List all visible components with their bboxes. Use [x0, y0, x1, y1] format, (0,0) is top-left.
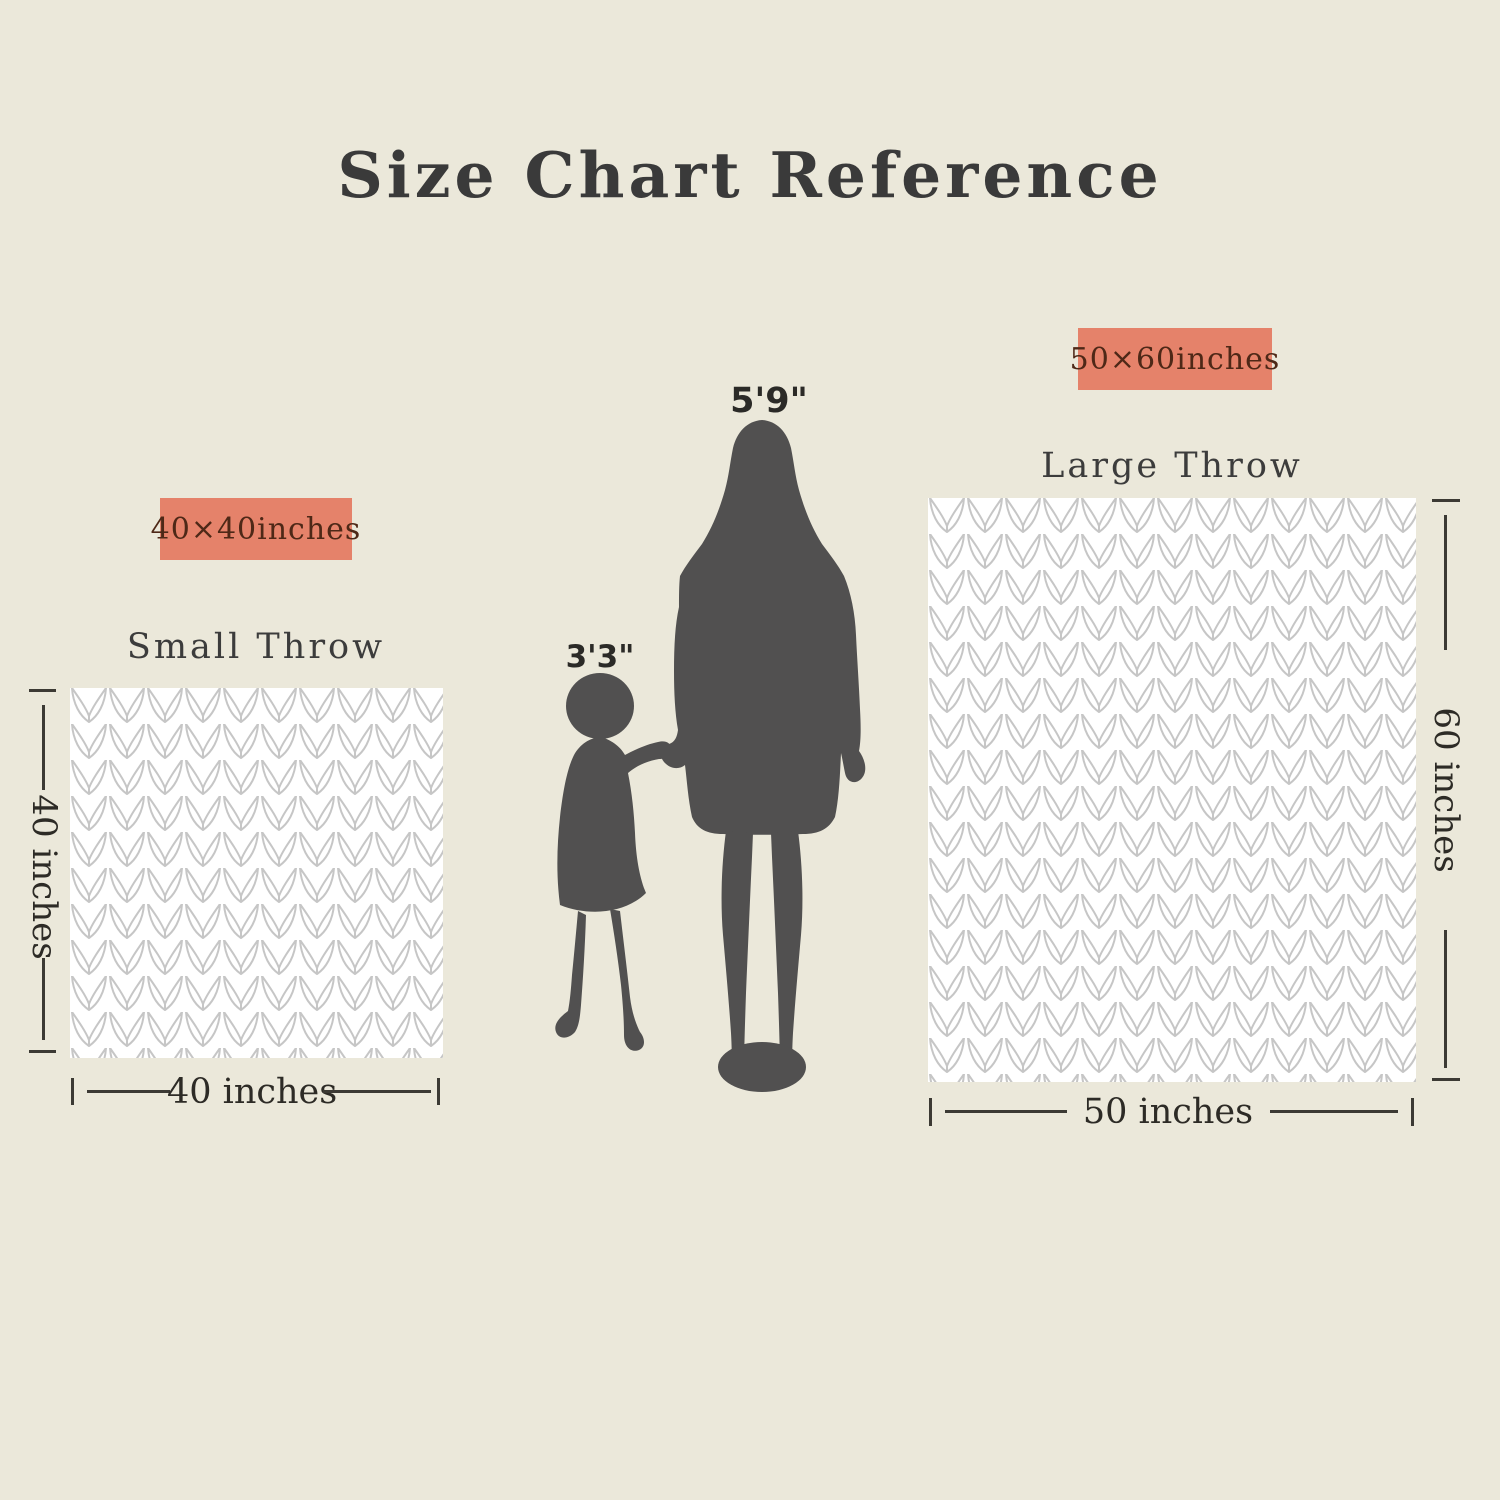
- mother-child-silhouette-icon: [555, 420, 866, 1092]
- knit-texture-icon: [70, 688, 443, 1058]
- small-height-dim-label: 40 inches: [24, 794, 64, 960]
- small-throw-size-badge: 40×40inches: [151, 498, 360, 560]
- large-height-dim-cap-bottom: [1432, 1078, 1460, 1081]
- small-width-dim-line-right: [323, 1090, 431, 1093]
- knit-texture-icon: [928, 498, 1416, 1082]
- large-height-dim-cap-top: [1432, 499, 1460, 502]
- large-width-dim-tick-left: [929, 1098, 932, 1126]
- small-throw-label: Small Throw: [126, 627, 386, 667]
- large-height-dim-label: 60 inches: [1426, 707, 1466, 873]
- page-title: Size Chart Reference: [337, 138, 1163, 212]
- large-width-dim-line-right: [1270, 1110, 1398, 1113]
- large-throw-label: Large Throw: [1041, 446, 1303, 486]
- small-width-dim-tick-right: [437, 1078, 440, 1105]
- small-height-dim-line-bottom: [42, 958, 45, 1040]
- small-height-dim-cap-top: [29, 689, 56, 692]
- large-width-dim-label: 50 inches: [1082, 1092, 1254, 1132]
- small-width-dim-line-left: [87, 1090, 170, 1093]
- large-throw-size-badge: 50×60inches: [1070, 328, 1279, 390]
- mother-child-silhouette: [530, 413, 890, 1113]
- large-width-dim-tick-right: [1411, 1098, 1414, 1126]
- child-height-label: 3'3": [565, 639, 635, 675]
- small-height-dim-cap-bottom: [29, 1050, 56, 1053]
- large-throw-swatch: [928, 498, 1416, 1082]
- large-height-dim-line-bottom: [1444, 930, 1447, 1068]
- large-width-dim-line-left: [945, 1110, 1067, 1113]
- small-height-dim-line-top: [42, 705, 45, 790]
- adult-height-label: 5'9": [730, 381, 808, 421]
- large-height-dim-line-top: [1444, 515, 1447, 650]
- small-throw-swatch: [70, 688, 443, 1058]
- small-width-dim-label: 40 inches: [167, 1072, 338, 1112]
- small-width-dim-tick-left: [71, 1078, 74, 1105]
